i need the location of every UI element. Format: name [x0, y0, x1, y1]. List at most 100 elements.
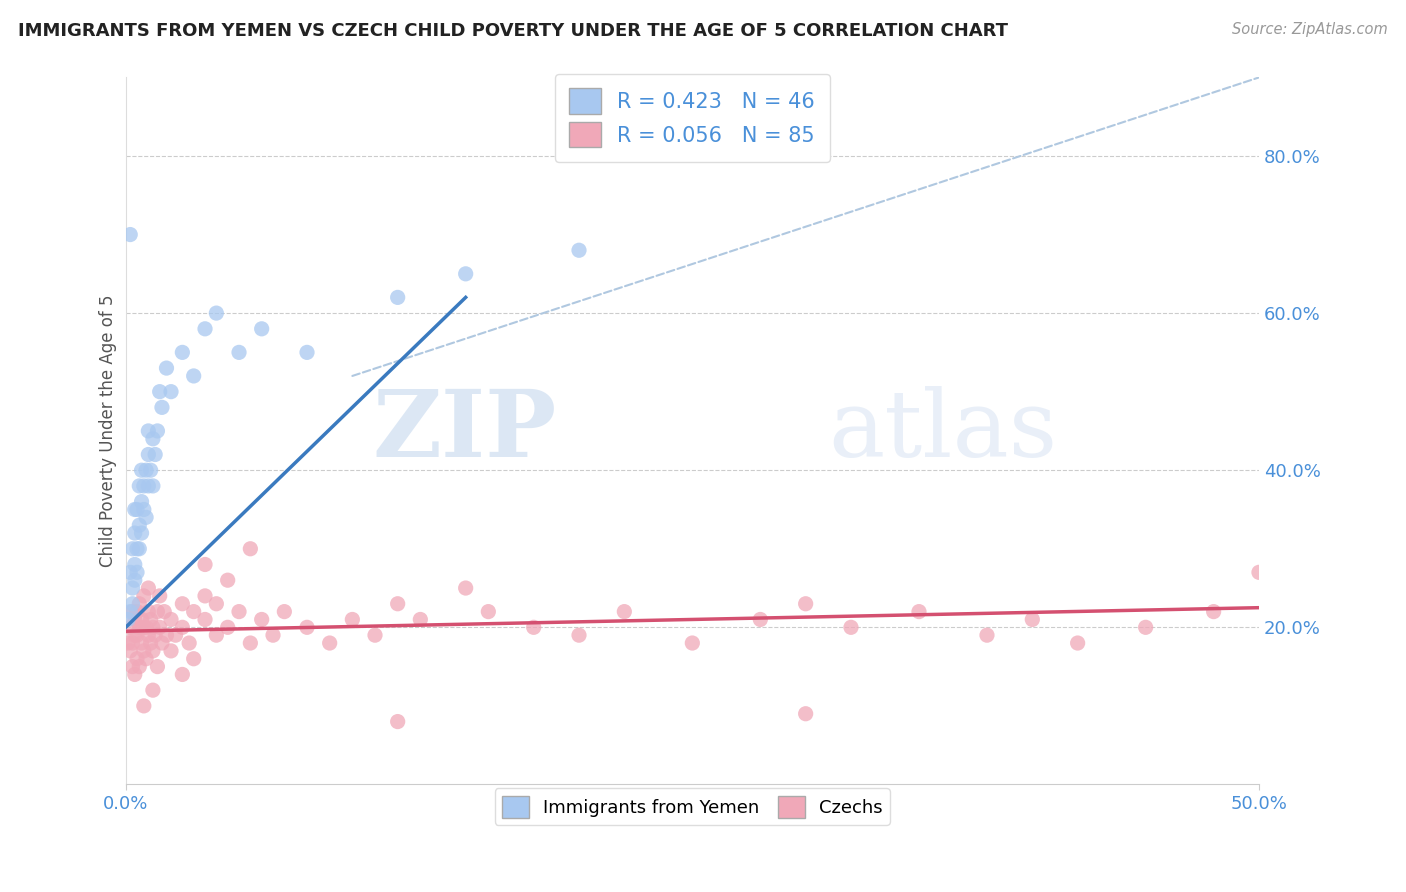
Point: [183, 652, 205, 666]
Point: [183, 368, 205, 383]
Point: [138, 424, 160, 438]
Point: [1202, 605, 1225, 619]
Point: [217, 620, 239, 634]
Point: [155, 628, 177, 642]
Point: [132, 502, 155, 516]
Point: [120, 605, 142, 619]
Point: [228, 605, 250, 619]
Text: IMMIGRANTS FROM YEMEN VS CZECH CHILD POVERTY UNDER THE AGE OF 5 CORRELATION CHAR: IMMIGRANTS FROM YEMEN VS CZECH CHILD POV…: [18, 22, 1008, 40]
Point: [146, 659, 169, 673]
Point: [142, 432, 165, 446]
Point: [121, 581, 143, 595]
Legend: Immigrants from Yemen, Czechs: Immigrants from Yemen, Czechs: [495, 789, 890, 825]
Point: [149, 620, 172, 634]
Text: ZIP: ZIP: [373, 386, 557, 476]
Point: [143, 628, 166, 642]
Point: [128, 659, 150, 673]
Point: [613, 605, 636, 619]
Point: [146, 605, 169, 619]
Point: [124, 558, 146, 572]
Point: [179, 636, 201, 650]
Point: [128, 620, 150, 634]
Point: [128, 518, 150, 533]
Point: [124, 667, 146, 681]
Point: [194, 589, 217, 603]
Point: [908, 605, 931, 619]
Point: [132, 698, 155, 713]
Point: [125, 502, 148, 516]
Point: [387, 597, 409, 611]
Point: [146, 424, 169, 438]
Point: [160, 384, 183, 399]
Point: [124, 502, 146, 516]
Point: [160, 644, 183, 658]
Point: [143, 448, 166, 462]
Point: [121, 605, 143, 619]
Point: [138, 605, 160, 619]
Point: [135, 463, 157, 477]
Point: [228, 345, 250, 359]
Point: [273, 605, 295, 619]
Point: [131, 612, 153, 626]
Text: atlas: atlas: [828, 386, 1057, 476]
Point: [976, 628, 998, 642]
Point: [205, 306, 228, 320]
Point: [194, 558, 217, 572]
Point: [139, 636, 162, 650]
Point: [454, 581, 477, 595]
Point: [262, 628, 284, 642]
Point: [250, 612, 273, 626]
Point: [135, 510, 157, 524]
Point: [205, 628, 228, 642]
Point: [121, 597, 143, 611]
Point: [194, 612, 217, 626]
Point: [117, 636, 139, 650]
Text: Source: ZipAtlas.com: Source: ZipAtlas.com: [1232, 22, 1388, 37]
Point: [523, 620, 546, 634]
Point: [128, 541, 150, 556]
Point: [150, 636, 173, 650]
Point: [132, 589, 155, 603]
Point: [387, 714, 409, 729]
Point: [142, 620, 165, 634]
Point: [125, 541, 148, 556]
Point: [172, 620, 194, 634]
Point: [409, 612, 432, 626]
Point: [217, 573, 239, 587]
Point: [120, 620, 142, 634]
Point: [142, 683, 165, 698]
Point: [205, 597, 228, 611]
Point: [1021, 612, 1043, 626]
Point: [124, 526, 146, 541]
Point: [250, 322, 273, 336]
Point: [794, 597, 817, 611]
Point: [149, 589, 172, 603]
Point: [364, 628, 387, 642]
Point: [681, 636, 703, 650]
Point: [1135, 620, 1157, 634]
Point: [124, 573, 146, 587]
Point: [342, 612, 364, 626]
Point: [142, 644, 165, 658]
Point: [120, 227, 142, 242]
Point: [568, 244, 591, 258]
Point: [128, 597, 150, 611]
Point: [749, 612, 772, 626]
Point: [120, 644, 142, 658]
Point: [138, 479, 160, 493]
Point: [138, 448, 160, 462]
Point: [794, 706, 817, 721]
Point: [124, 612, 146, 626]
Point: [131, 636, 153, 650]
Point: [172, 597, 194, 611]
Point: [125, 566, 148, 580]
Point: [1066, 636, 1088, 650]
Point: [160, 612, 183, 626]
Point: [183, 605, 205, 619]
Point: [153, 605, 176, 619]
Point: [131, 463, 153, 477]
Point: [128, 479, 150, 493]
Point: [149, 384, 172, 399]
Point: [295, 620, 318, 634]
Point: [318, 636, 340, 650]
